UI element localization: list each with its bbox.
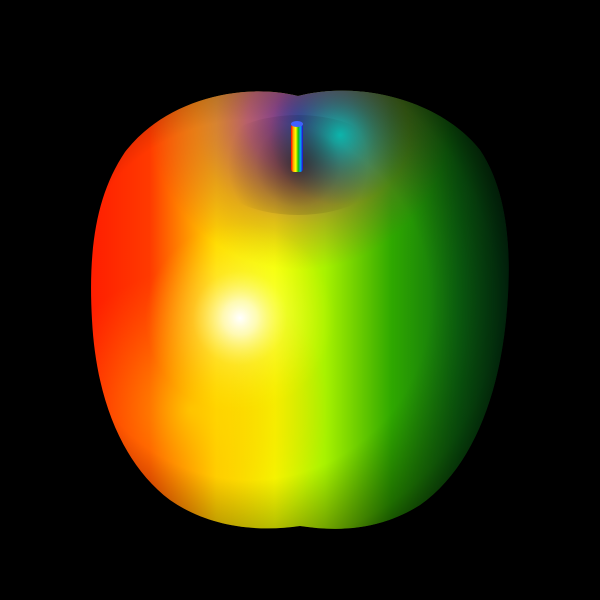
apple-stem <box>291 121 303 172</box>
specular-highlight <box>140 223 340 413</box>
stem-tip <box>291 121 303 127</box>
stem-shaft <box>291 124 303 172</box>
